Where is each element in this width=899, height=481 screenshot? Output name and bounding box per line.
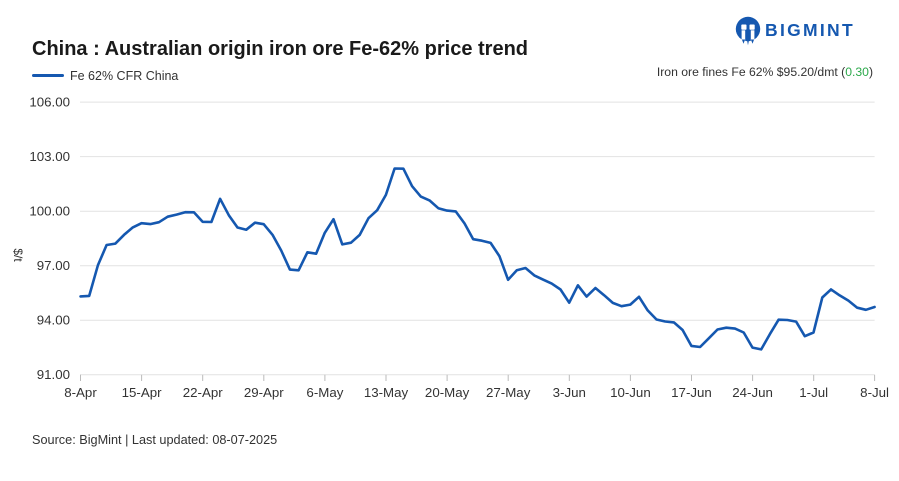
svg-text:106.00: 106.00 — [29, 95, 70, 110]
svg-text:29-Apr: 29-Apr — [244, 385, 284, 400]
svg-text:15-Apr: 15-Apr — [122, 385, 162, 400]
svg-text:20-May: 20-May — [425, 385, 470, 400]
svg-text:8-Jul: 8-Jul — [860, 385, 889, 400]
svg-text:3-Jun: 3-Jun — [553, 385, 586, 400]
svg-text:10-Jun: 10-Jun — [610, 385, 651, 400]
svg-text:17-Jun: 17-Jun — [671, 385, 712, 400]
svg-text:27-May: 27-May — [486, 385, 531, 400]
svg-text:97.00: 97.00 — [37, 258, 70, 273]
svg-text:91.00: 91.00 — [37, 367, 70, 382]
svg-text:13-May: 13-May — [364, 385, 409, 400]
svg-text:22-Apr: 22-Apr — [183, 385, 223, 400]
svg-text:24-Jun: 24-Jun — [732, 385, 773, 400]
svg-text:94.00: 94.00 — [37, 313, 70, 328]
svg-text:1-Jul: 1-Jul — [799, 385, 828, 400]
svg-text:103.00: 103.00 — [29, 149, 70, 164]
svg-text:$/t: $/t — [11, 248, 25, 262]
svg-text:6-May: 6-May — [306, 385, 343, 400]
svg-text:8-Apr: 8-Apr — [64, 385, 97, 400]
svg-text:100.00: 100.00 — [29, 204, 70, 219]
